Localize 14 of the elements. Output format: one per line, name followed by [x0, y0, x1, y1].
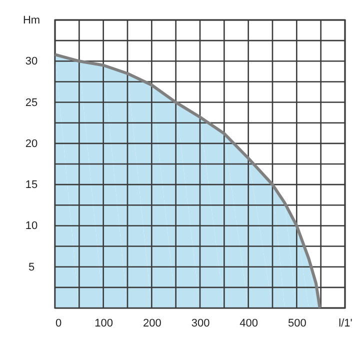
x-tick-label: 0	[56, 318, 62, 330]
y-tick-label: 15	[25, 179, 38, 192]
x-axis-title: l/1'	[338, 318, 352, 330]
y-tick-label: 30	[25, 56, 38, 68]
y-axis-title: Hm	[22, 14, 40, 26]
x-tick-label: 400	[240, 318, 258, 330]
x-tick-label: 100	[94, 318, 114, 330]
y-tick-label: 25	[25, 96, 38, 109]
y-tick-label: 20	[25, 138, 38, 150]
x-tick-label: 300	[191, 318, 210, 330]
x-tick-label: 500	[288, 318, 306, 330]
x-tick-label: 200	[142, 318, 162, 330]
y-tick-label: 5	[28, 261, 35, 274]
y-tick-label: 10	[25, 220, 38, 232]
